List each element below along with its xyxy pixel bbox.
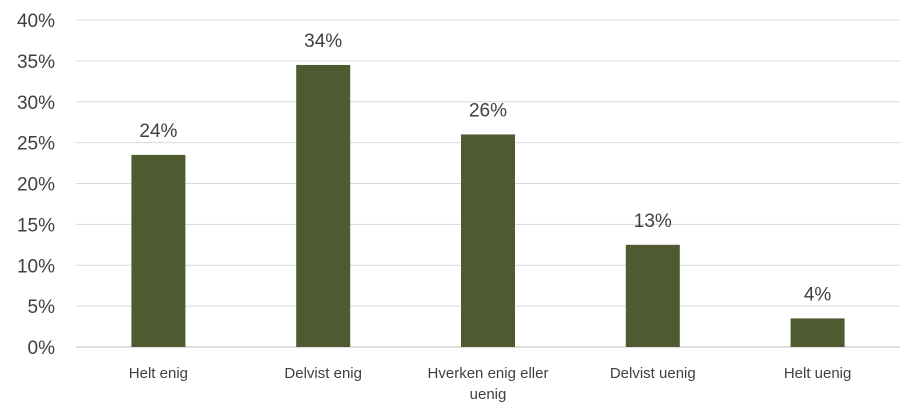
y-tick-label: 0% — [28, 338, 56, 359]
x-category-label-line: Delvist uenig — [610, 365, 696, 382]
x-axis-category-labels: Helt enig Delvist enig Hverken enig eller u… — [129, 365, 852, 403]
bar — [625, 244, 680, 347]
data-label: 24% — [139, 121, 177, 142]
y-tick-label: 5% — [28, 297, 56, 318]
data-label: 13% — [634, 211, 672, 232]
bar — [131, 154, 186, 347]
y-axis-tick-labels: 0% 5% 10% 15% 20% 25% 30% 35% 40% — [17, 11, 55, 359]
x-category-label-line: uenig — [470, 386, 507, 403]
x-category-label: Helt uenig — [784, 365, 852, 382]
data-label: 26% — [469, 100, 507, 121]
bar — [461, 134, 515, 347]
y-tick-label: 40% — [17, 11, 55, 32]
data-labels: 24% 34% 26% 13% 4% — [139, 31, 831, 305]
bars — [131, 64, 845, 348]
x-category-label: Delvist enig — [284, 365, 362, 382]
x-category-label-line: Helt enig — [129, 365, 188, 382]
y-tick-label: 10% — [17, 256, 55, 277]
x-category-label-line: Helt uenig — [784, 365, 852, 382]
y-tick-label: 20% — [17, 175, 55, 196]
x-category-label-line: Hverken enig eller — [428, 365, 549, 382]
y-tick-label: 25% — [17, 134, 55, 155]
data-label: 34% — [304, 31, 342, 52]
bar — [296, 64, 351, 348]
x-category-label: Helt enig — [129, 365, 188, 382]
y-tick-label: 35% — [17, 52, 55, 73]
data-label: 4% — [804, 284, 832, 305]
x-category-label: Delvist uenig — [610, 365, 696, 382]
x-category-label-line: Delvist enig — [284, 365, 362, 382]
y-tick-label: 30% — [17, 93, 55, 114]
x-category-label: Hverken enig eller uenig — [428, 365, 549, 403]
y-tick-label: 15% — [17, 215, 55, 236]
bar — [790, 318, 845, 347]
